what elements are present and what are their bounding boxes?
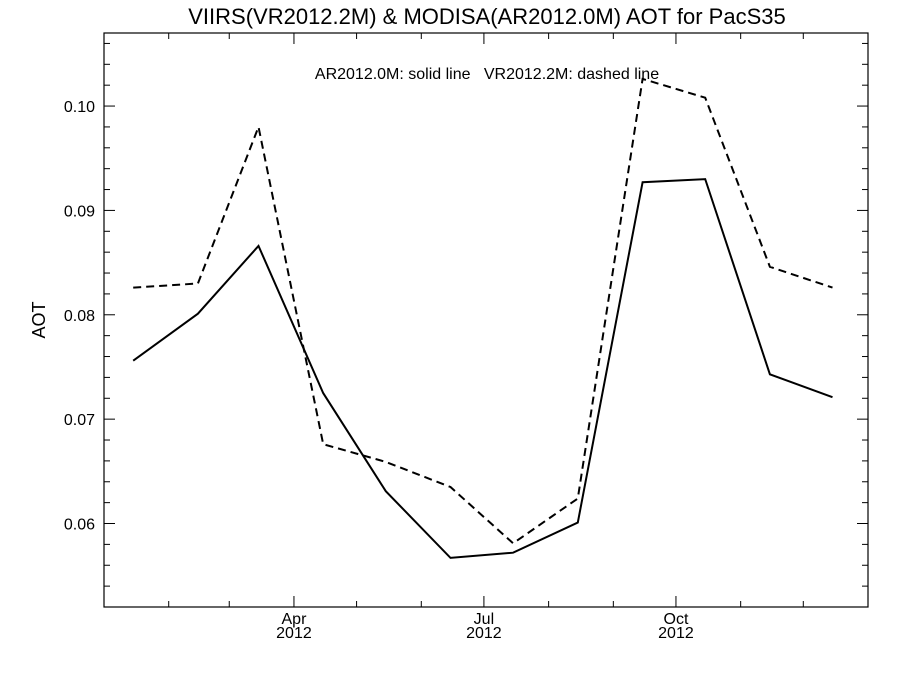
x-tick-label: Oct <box>664 611 689 628</box>
x-tick-label: Apr <box>282 611 308 628</box>
series-note: AR2012.0M: solid line VR2012.2M: dashed … <box>315 66 659 83</box>
y-tick-label: 0.10 <box>64 99 95 116</box>
x-tick-year-label: 2012 <box>276 625 312 642</box>
y-tick-label: 0.06 <box>64 517 95 534</box>
x-tick-year-label: 2012 <box>658 625 694 642</box>
x-tick-label: Jul <box>474 611 494 628</box>
x-tick-year-label: 2012 <box>466 625 502 642</box>
series-line-ar2012-0m <box>132 178 833 559</box>
plot-frame <box>103 32 869 608</box>
y-tick-label: 0.07 <box>64 412 95 429</box>
chart-title: VIIRS(VR2012.2M) & MODISA(AR2012.0M) AOT… <box>188 4 785 29</box>
plot-area: Apr2012Jul2012Oct20120.060.070.080.090.1… <box>64 33 868 642</box>
y-tick-label: 0.08 <box>64 308 95 325</box>
series-line-vr2012-2m <box>133 77 833 545</box>
y-tick-label: 0.09 <box>64 203 95 220</box>
y-axis-label: AOT <box>29 301 49 338</box>
